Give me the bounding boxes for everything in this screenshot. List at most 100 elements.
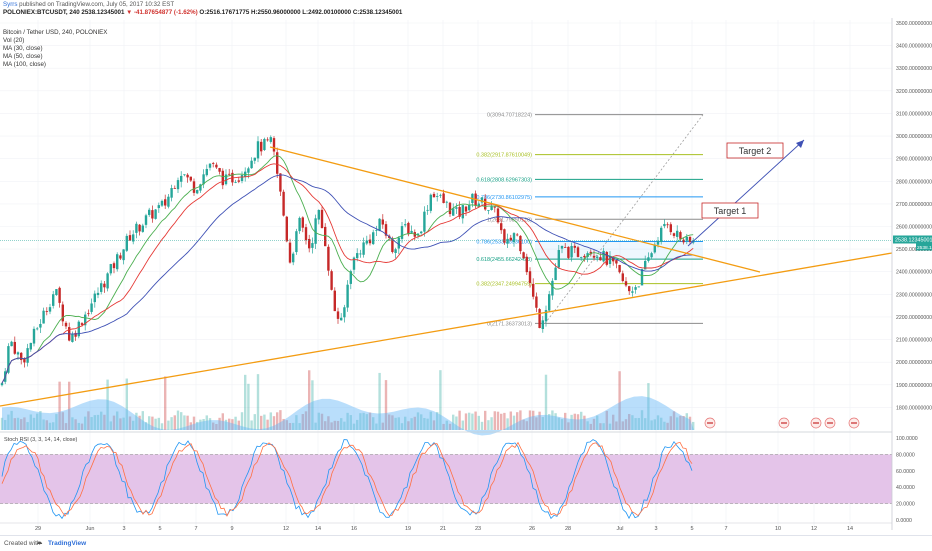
volume-bar <box>116 411 119 430</box>
candle-body <box>208 163 212 168</box>
volume-bar <box>61 412 64 430</box>
candle-body <box>548 294 551 311</box>
candle-body <box>186 174 189 178</box>
tradingview-link[interactable]: TradingView <box>48 540 87 547</box>
candle-body <box>157 205 160 209</box>
volume-bar <box>372 417 375 430</box>
candle-body <box>135 223 138 233</box>
indicator-ma50[interactable]: MA (50, close) <box>3 53 43 60</box>
axes: 3500.00000000 3400.00000000 3300.00000000 3… <box>0 18 932 532</box>
volume-bar <box>64 423 68 430</box>
volume-bar <box>413 416 416 430</box>
candle-body <box>32 328 36 344</box>
volume-bar <box>666 422 669 430</box>
volume-bar <box>640 410 644 430</box>
volume-bar <box>397 417 400 430</box>
volume-bar <box>148 416 151 430</box>
volume-bar <box>631 415 634 430</box>
candle-body <box>464 206 468 212</box>
volume-bar <box>676 417 679 430</box>
candle-body <box>266 139 269 141</box>
volume-bar <box>45 420 48 430</box>
candle-body <box>237 180 240 182</box>
candle-body <box>256 141 260 159</box>
candle-body <box>656 240 660 245</box>
volume-bar <box>426 418 429 430</box>
symbol[interactable]: POLONIEX:BTCUSDT, 240 <box>3 9 80 16</box>
indicator-volume[interactable]: Vol (20) <box>3 37 25 44</box>
fib-label: 0.786(2730.86102975) <box>476 195 532 201</box>
candle-body <box>442 193 445 203</box>
time-tick: 9 <box>230 526 233 532</box>
stoch-title: Stoch RSI (3, 3, 14, 14, close) <box>4 437 78 443</box>
candle-body <box>71 333 74 342</box>
volume-bar <box>10 410 13 430</box>
price-tick: 2300.00000000 <box>896 292 932 298</box>
volume-bar <box>138 415 141 430</box>
author-link[interactable]: Syrrs <box>3 1 18 8</box>
price-tick: 3200.00000000 <box>896 89 932 95</box>
price-tick: 3100.00000000 <box>896 111 932 117</box>
volume-bar <box>525 421 528 430</box>
candle-body <box>282 191 285 216</box>
candle-body <box>359 253 362 255</box>
volume-bar <box>541 417 544 430</box>
candle-body <box>148 209 151 215</box>
candle-body <box>295 231 298 253</box>
volume-bar <box>461 420 464 430</box>
candle-body <box>663 223 666 227</box>
volume-bar <box>250 420 253 430</box>
volume-bar <box>455 416 458 430</box>
candle-body <box>503 229 506 243</box>
candle-body <box>512 233 516 243</box>
candle-body <box>679 232 682 239</box>
candle-body <box>522 252 525 258</box>
candle-body <box>500 223 503 231</box>
series-title[interactable]: Bitcoin / Tether USD, 240, POLONIEX <box>3 29 108 36</box>
volume-bar <box>199 419 202 430</box>
candle-body <box>381 219 384 225</box>
candle-body <box>100 283 103 292</box>
candle-body <box>682 239 685 243</box>
candle-body <box>532 283 535 297</box>
volume-bar <box>234 416 237 430</box>
volume-bar <box>192 416 196 430</box>
candle-body <box>653 244 656 253</box>
candle-body <box>269 137 272 142</box>
time-tick: 29 <box>35 526 41 532</box>
volume-bar <box>205 415 208 430</box>
volume-bar <box>618 371 621 430</box>
last-price-badge <box>893 235 932 244</box>
candle-body <box>516 234 519 236</box>
volume-bar <box>266 419 269 430</box>
volume-bar <box>362 412 365 430</box>
candle-body <box>116 254 119 270</box>
candle-body <box>519 235 522 252</box>
price-tick: 2200.00000000 <box>896 315 932 321</box>
candle-body <box>461 205 464 219</box>
fib-label: 0(3094.70718224) <box>487 113 532 119</box>
candle-body <box>436 196 439 197</box>
candle-body <box>634 287 637 290</box>
volume-bar <box>141 411 144 430</box>
volume-bar <box>269 412 272 430</box>
candle-body <box>637 286 640 288</box>
indicator-ma100[interactable]: MA (100, close) <box>3 61 46 68</box>
volume-bar <box>605 410 608 430</box>
indicator-ma30[interactable]: MA (30, close) <box>3 45 43 52</box>
volume-bar <box>548 414 551 430</box>
volume-bar <box>429 411 432 430</box>
volume-bar <box>583 415 586 430</box>
candle-body <box>420 231 423 234</box>
candle-body <box>362 242 365 255</box>
candle-body <box>493 206 496 208</box>
candle-body <box>410 230 413 233</box>
volume-bar <box>576 414 580 430</box>
volume-bar <box>231 419 234 430</box>
volume-bar <box>346 412 349 430</box>
candle-body <box>468 204 471 211</box>
stoch-tick: 100.0000 <box>896 436 918 442</box>
grid <box>0 20 892 530</box>
price-tick: 3000.00000000 <box>896 134 932 140</box>
